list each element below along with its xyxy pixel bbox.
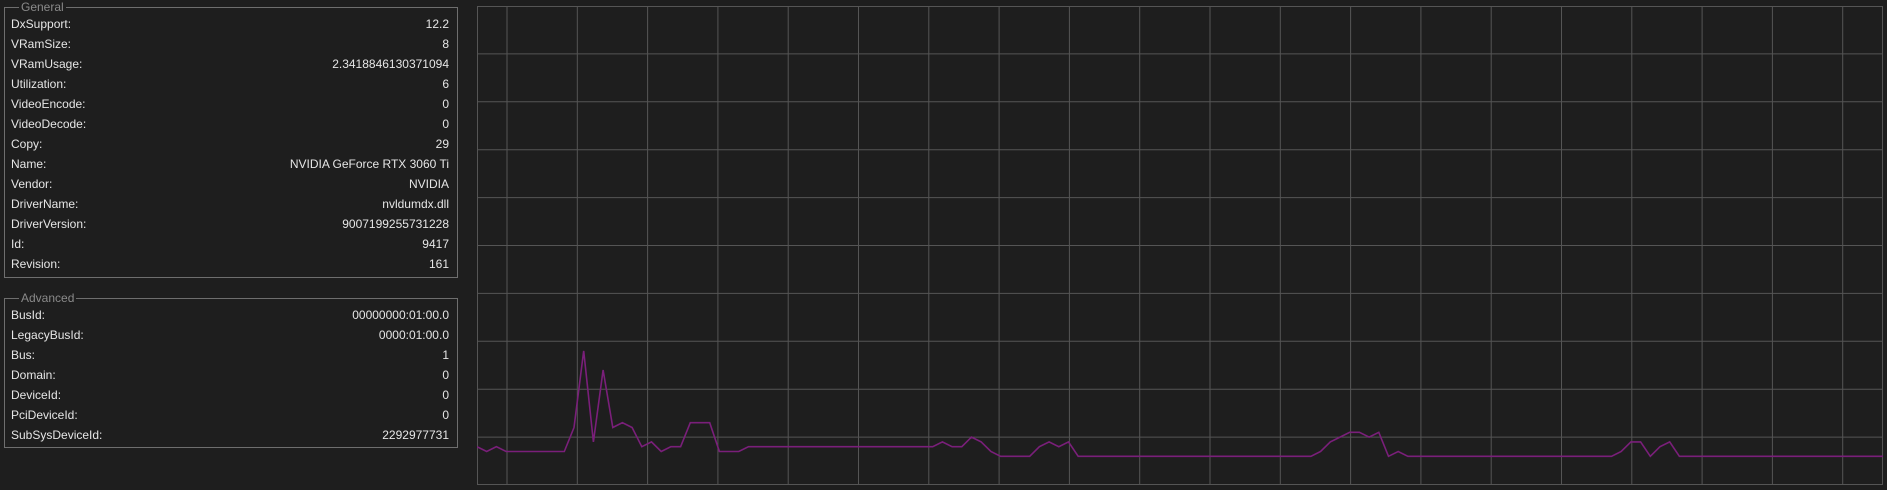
advanced-legend: Advanced [19, 291, 77, 305]
driver-name-label: DriverName: [11, 197, 79, 211]
pci-device-id-row: PciDeviceId: 0 [11, 405, 449, 425]
copy-value: 29 [435, 137, 449, 151]
legacy-bus-id-label: LegacyBusId: [11, 328, 84, 342]
video-encode-row: VideoEncode: 0 [11, 94, 449, 114]
vram-usage-row: VRamUsage: 2.3418846130371094 [11, 54, 449, 74]
device-id-row: DeviceId: 0 [11, 385, 449, 405]
driver-name-row: DriverName: nvldumdx.dll [11, 194, 449, 214]
revision-row: Revision: 161 [11, 254, 449, 274]
dx-support-label: DxSupport: [11, 17, 72, 31]
utilization-value: 6 [442, 77, 449, 91]
bus-id-value: 00000000:01:00.0 [352, 308, 449, 322]
chart-border [477, 6, 1883, 485]
vendor-value: NVIDIA [408, 177, 449, 191]
video-decode-label: VideoDecode: [11, 117, 87, 131]
domain-value: 0 [442, 368, 449, 382]
vendor-row: Vendor: NVIDIA [11, 174, 449, 194]
id-value: 9417 [422, 237, 449, 251]
bus-value: 1 [442, 348, 449, 362]
advanced-rows: BusId: 00000000:01:00.0 LegacyBusId: 0000:… [11, 305, 449, 445]
dx-support-value: 12.2 [425, 17, 449, 31]
legacy-bus-id-value: 0000:01:00.0 [378, 328, 449, 342]
id-label: Id: [11, 237, 25, 251]
utilization-row: Utilization: 6 [11, 74, 449, 94]
advanced-group: Advanced BusId: 00000000:01:00.0 LegacyBu… [4, 291, 458, 448]
utilization-label: Utilization: [11, 77, 67, 91]
device-id-label: DeviceId: [11, 388, 62, 402]
name-value: NVIDIA GeForce RTX 3060 Ti [289, 157, 449, 171]
vram-size-label: VRamSize: [11, 37, 72, 51]
vram-usage-label: VRamUsage: [11, 57, 83, 71]
driver-version-label: DriverVersion: [11, 217, 87, 231]
video-encode-value: 0 [442, 97, 449, 111]
general-rows: DxSupport: 12.2 VRamSize: 8 VRamUsage: 2.34… [11, 14, 449, 274]
domain-label: Domain: [11, 368, 56, 382]
name-row: Name: NVIDIA GeForce RTX 3060 Ti [11, 154, 449, 174]
driver-version-row: DriverVersion: 9007199255731228 [11, 214, 449, 234]
vendor-label: Vendor: [11, 177, 53, 191]
pci-device-id-label: PciDeviceId: [11, 408, 78, 422]
video-decode-value: 0 [442, 117, 449, 131]
video-encode-label: VideoEncode: [11, 97, 86, 111]
subsys-device-id-row: SubSysDeviceId: 2292977731 [11, 425, 449, 445]
video-decode-row: VideoDecode: 0 [11, 114, 449, 134]
driver-name-value: nvldumdx.dll [382, 197, 449, 211]
general-group: General DxSupport: 12.2 VRamSize: 8 VRamUs… [4, 0, 458, 278]
bus-label: Bus: [11, 348, 36, 362]
device-id-value: 0 [442, 388, 449, 402]
vram-usage-value: 2.3418846130371094 [332, 57, 449, 71]
copy-label: Copy: [11, 137, 43, 151]
general-legend: General [19, 0, 66, 14]
id-row: Id: 9417 [11, 234, 449, 254]
revision-value: 161 [428, 257, 449, 271]
vram-size-row: VRamSize: 8 [11, 34, 449, 54]
pci-device-id-value: 0 [442, 408, 449, 422]
subsys-device-id-value: 2292977731 [382, 428, 449, 442]
chart-series-line [477, 350, 1883, 458]
subsys-device-id-label: SubSysDeviceId: [11, 428, 103, 442]
copy-row: Copy: 29 [11, 134, 449, 154]
revision-label: Revision: [11, 257, 61, 271]
vram-size-value: 8 [442, 37, 449, 51]
gpu-usage-chart [477, 6, 1883, 485]
dx-support-row: DxSupport: 12.2 [11, 14, 449, 34]
gpu-usage-chart-svg [477, 6, 1883, 485]
bus-row: Bus: 1 [11, 345, 449, 365]
bus-id-label: BusId: [11, 308, 46, 322]
name-label: Name: [11, 157, 47, 171]
legacy-bus-id-row: LegacyBusId: 0000:01:00.0 [11, 325, 449, 345]
bus-id-row: BusId: 00000000:01:00.0 [11, 305, 449, 325]
driver-version-value: 9007199255731228 [342, 217, 449, 231]
domain-row: Domain: 0 [11, 365, 449, 385]
